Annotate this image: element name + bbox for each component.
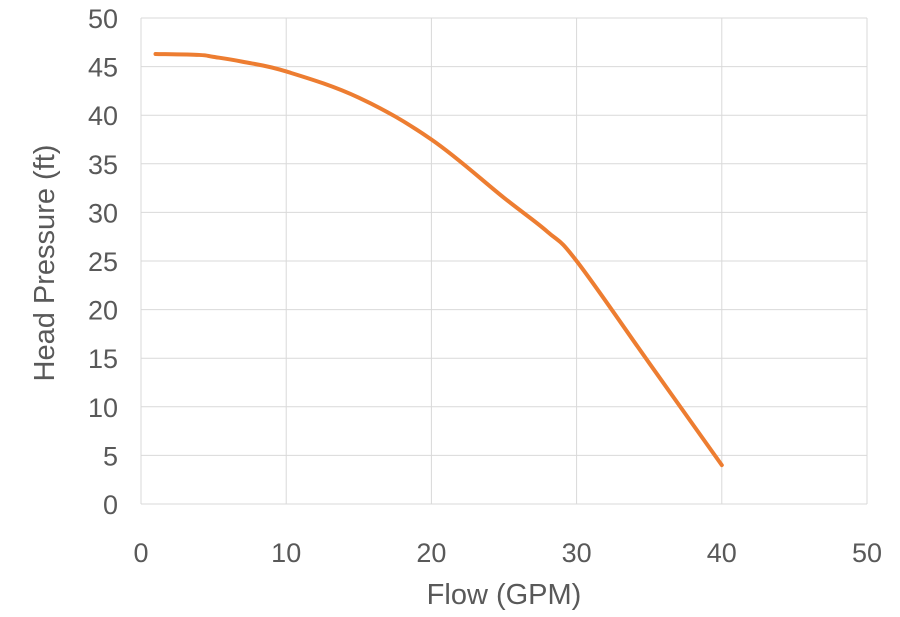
- y-tick-label: 30: [88, 198, 118, 228]
- y-tick-label: 5: [103, 441, 118, 471]
- y-tick-label: 40: [88, 101, 118, 131]
- x-tick-label: 30: [562, 538, 592, 568]
- y-tick-label: 45: [88, 53, 118, 83]
- grid: [140, 17, 868, 505]
- x-tick-label: 0: [133, 538, 148, 568]
- y-tick-label: 35: [88, 150, 118, 180]
- x-tick-label: 50: [852, 538, 882, 568]
- y-tick-label: 0: [103, 490, 118, 520]
- series-layer: [153, 51, 724, 468]
- x-axis-ticks: 0 10 20 30 40 50: [133, 538, 882, 568]
- x-tick-label: 20: [416, 538, 446, 568]
- x-tick-label: 40: [707, 538, 737, 568]
- y-tick-label: 15: [88, 344, 118, 374]
- y-tick-label: 25: [88, 247, 118, 277]
- y-axis-ticks: 0 5 10 15 20 25 30 35 40 45 50: [88, 4, 118, 520]
- x-axis-title: Flow (GPM): [427, 579, 582, 611]
- y-tick-label: 50: [88, 4, 118, 34]
- y-axis-title: Head Pressure (ft): [29, 145, 61, 382]
- y-tick-label: 20: [88, 296, 118, 326]
- series-line: [153, 51, 724, 468]
- y-tick-label: 10: [88, 393, 118, 423]
- x-tick-label: 10: [271, 538, 301, 568]
